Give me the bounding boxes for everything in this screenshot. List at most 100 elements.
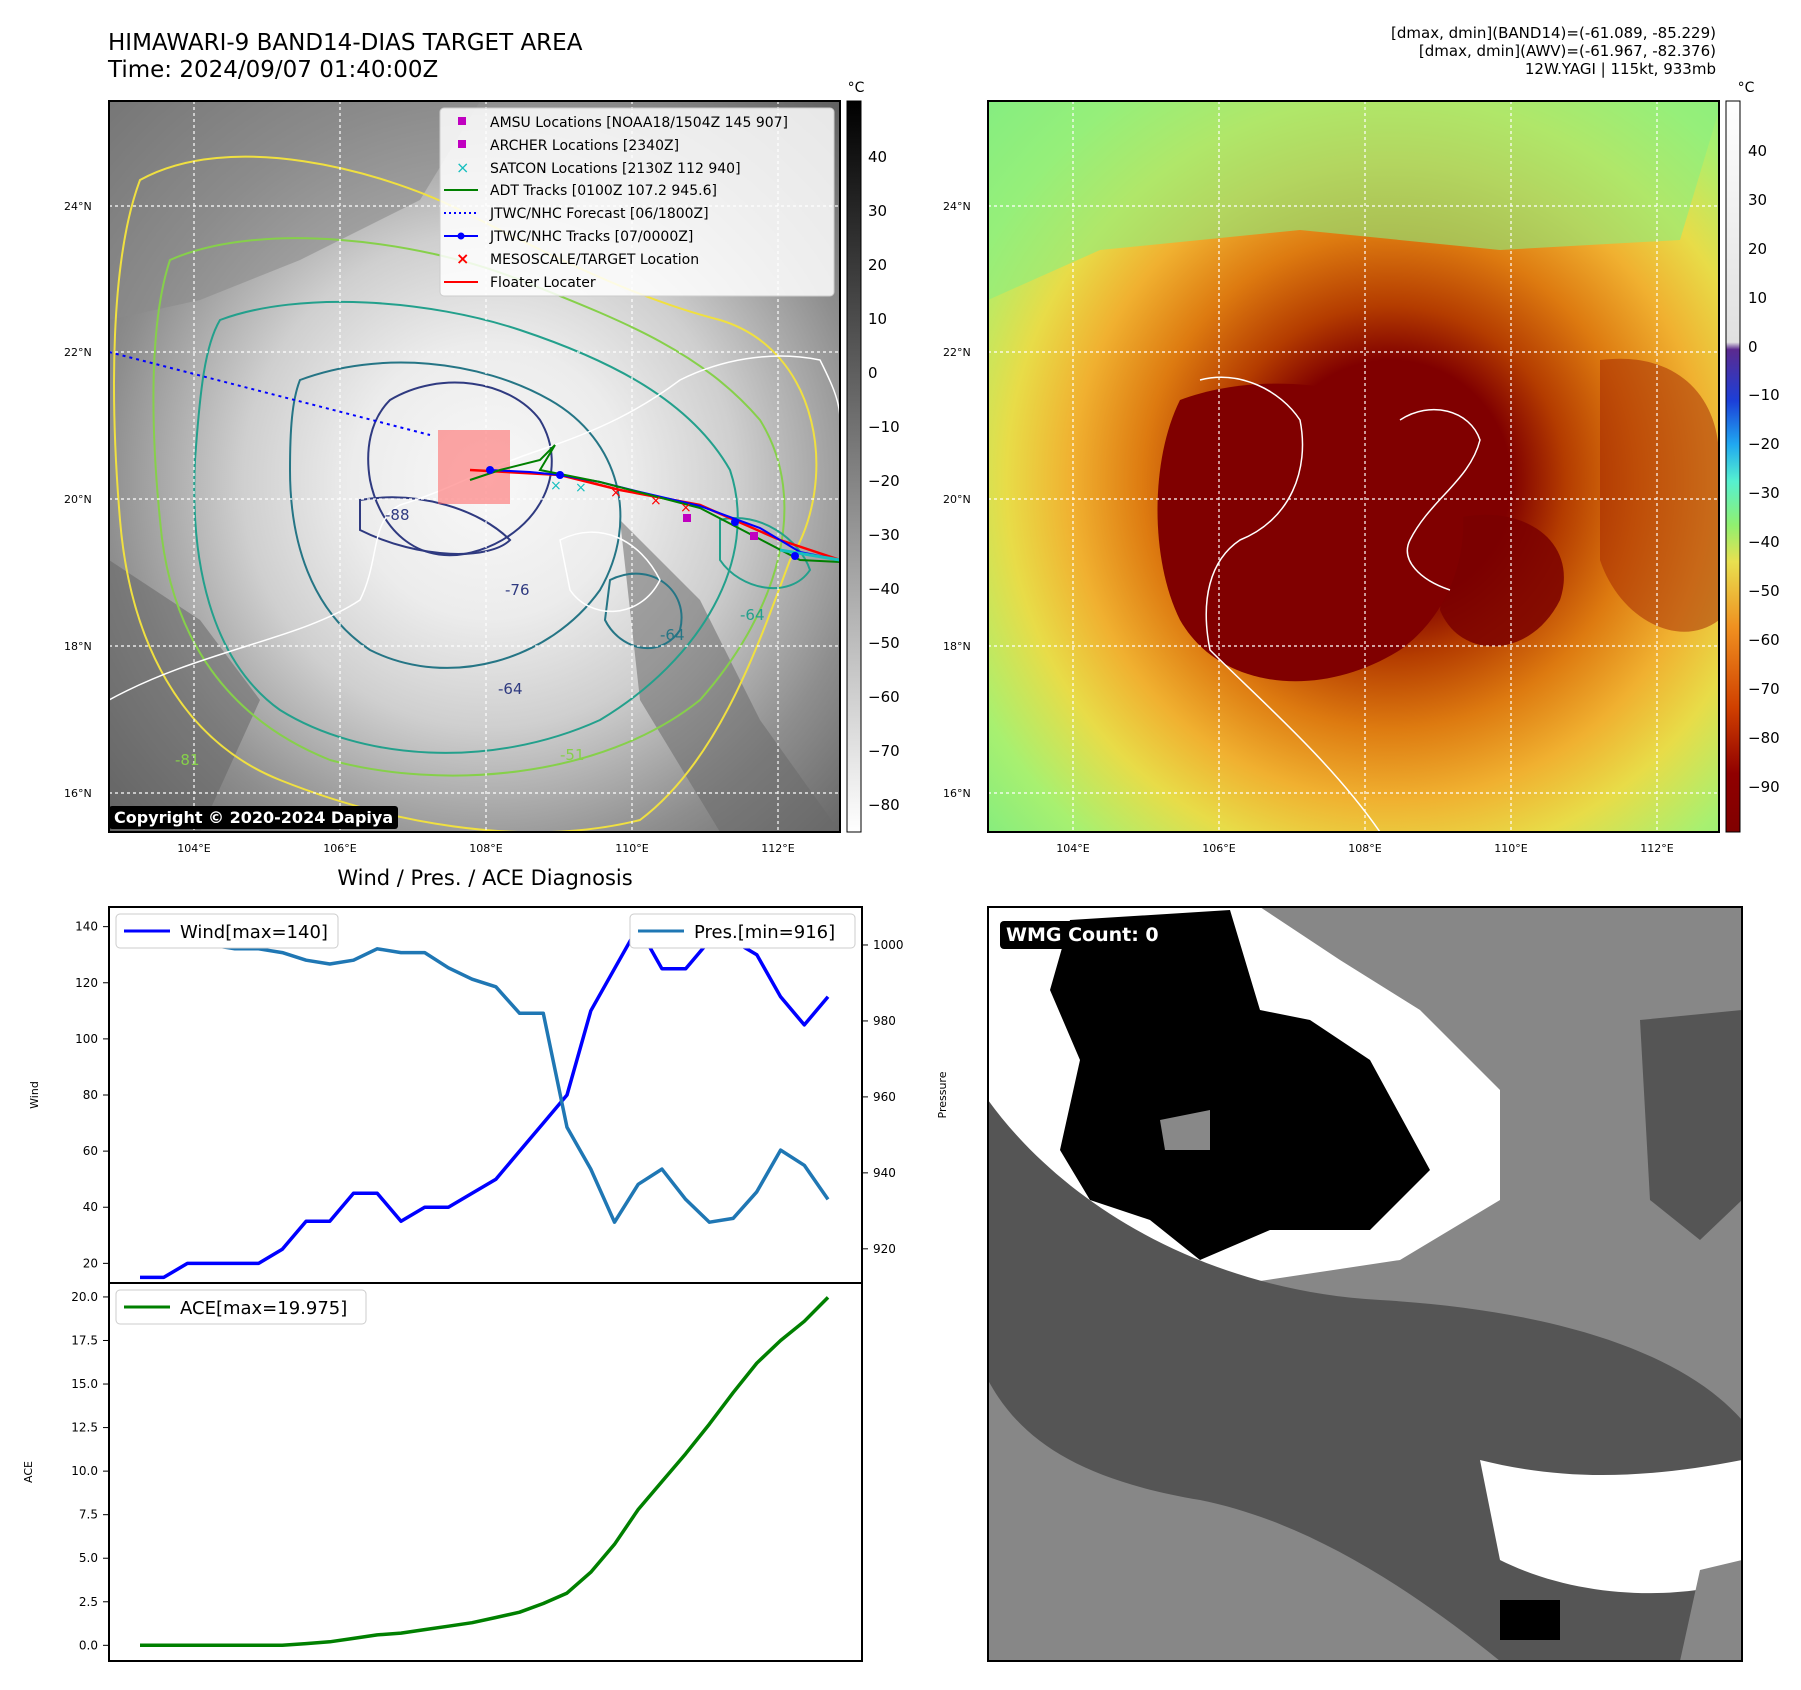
- awv-axis-labels: 24°N 22°N 20°N 18°N 16°N 104°E 106°E 108…: [943, 200, 1674, 855]
- svg-text:Wind[max=140]: Wind[max=140]: [180, 922, 328, 943]
- svg-text:−40: −40: [868, 580, 900, 598]
- awv-cbar-ticks: 40 30 20 10 0 −10 −20 −30 −40 −50 −60 −7…: [1748, 142, 1780, 796]
- info-band14-range: [dmax, dmin](BAND14)=(-61.089, -85.229): [1391, 24, 1716, 42]
- legend-amsu: AMSU Locations [NOAA18/1504Z 145 907]: [490, 115, 788, 131]
- svg-text:−10: −10: [868, 418, 900, 436]
- ace-line: [140, 1296, 830, 1648]
- svg-text:0: 0: [868, 364, 878, 382]
- ace-tick-label: 5.0: [79, 1551, 98, 1565]
- legend-jtwc: JTWC/NHC Tracks [07/0000Z]: [489, 229, 693, 245]
- svg-text:110°E: 110°E: [1494, 842, 1527, 855]
- band14-colorbar: [846, 100, 862, 833]
- wind-tick-label: 40: [83, 1200, 98, 1214]
- svg-text:0: 0: [1748, 338, 1758, 356]
- wmg-frame: [987, 906, 1743, 1662]
- ace-axes: [108, 1282, 863, 1662]
- svg-text:110°E: 110°E: [615, 842, 648, 855]
- svg-text:104°E: 104°E: [1056, 842, 1089, 855]
- ace-tick-label: 7.5: [79, 1508, 98, 1522]
- target-area-box: [438, 430, 510, 504]
- band14-cbar-unit: °C: [848, 80, 865, 96]
- adt-track: [469, 444, 840, 563]
- legend-archer: ARCHER Locations [2340Z]: [490, 138, 679, 154]
- svg-text:−30: −30: [1748, 484, 1780, 502]
- pres-y-ticks: 920 940 960 980 1000: [862, 938, 904, 1256]
- svg-text:−60: −60: [868, 688, 900, 706]
- legend-satcon-marker: ×: [456, 158, 469, 177]
- ace-tick-label: 10.0: [71, 1464, 98, 1478]
- diagnosis-panel: Wind / Pres. / ACE Diagnosis 20 40 60 80 100…: [22, 866, 949, 1662]
- svg-text:−20: −20: [868, 472, 900, 490]
- svg-text:40: 40: [868, 148, 887, 166]
- svg-text:−30: −30: [868, 526, 900, 544]
- wind-y-ticks: 20 40 60 80 100 120 140: [75, 920, 109, 1270]
- wmg-cold-core: [1050, 910, 1430, 1260]
- ace-legend: ACE[max=19.975]: [115, 1289, 367, 1325]
- title-line-1: HIMAWARI-9 BAND14-DIAS TARGET AREA: [108, 30, 583, 56]
- coastline: [109, 355, 840, 701]
- svg-text:104°E: 104°E: [177, 842, 210, 855]
- svg-text:−50: −50: [868, 634, 900, 652]
- svg-text:-88: -88: [385, 506, 410, 524]
- legend-satcon: SATCON Locations [2130Z 112 940]: [490, 161, 741, 177]
- svg-text:106°E: 106°E: [1202, 842, 1235, 855]
- awv-coastline: [1199, 376, 1381, 832]
- svg-text:−80: −80: [1748, 729, 1780, 747]
- diagnosis-title: Wind / Pres. / ACE Diagnosis: [337, 866, 632, 890]
- svg-text:-51: -51: [560, 746, 585, 764]
- svg-text:−10: −10: [1748, 386, 1780, 404]
- legend-floater: Floater Locater: [490, 275, 596, 291]
- contour-labels: -64 -64 -64 -76 -88 -81 -51: [175, 506, 765, 769]
- svg-text:22°N: 22°N: [943, 346, 971, 359]
- pres-tick-label: 960: [873, 1090, 896, 1104]
- svg-text:−70: −70: [868, 742, 900, 760]
- svg-text:-64: -64: [740, 606, 765, 624]
- legend-amsu-marker: [458, 117, 466, 125]
- svg-text:22°N: 22°N: [64, 346, 92, 359]
- legend-target-marker: ×: [456, 249, 469, 268]
- svg-text:−40: −40: [1748, 533, 1780, 551]
- svg-text:−20: −20: [1748, 435, 1780, 453]
- ace-tick-label: 2.5: [79, 1595, 98, 1609]
- svg-text:−60: −60: [1748, 631, 1780, 649]
- svg-text:24°N: 24°N: [64, 200, 92, 213]
- svg-text:108°E: 108°E: [1348, 842, 1381, 855]
- awv-map: 24°N 22°N 20°N 18°N 16°N 104°E 106°E 108…: [943, 80, 1780, 855]
- svg-text:18°N: 18°N: [64, 640, 92, 653]
- ace-tick-label: 12.5: [71, 1421, 98, 1435]
- svg-text:−70: −70: [1748, 680, 1780, 698]
- svg-text:-81: -81: [175, 751, 200, 769]
- pres-tick-label: 920: [873, 1242, 896, 1256]
- ace-tick-label: 17.5: [71, 1333, 98, 1347]
- ace-tick-label: 20.0: [71, 1290, 98, 1304]
- wmg-count-label: WMG Count: 0: [1000, 921, 1165, 949]
- svg-text:×: ×: [610, 485, 622, 501]
- svg-text:Pres.[min=916]: Pres.[min=916]: [694, 922, 835, 943]
- legend-adt: ADT Tracks [0100Z 107.2 945.6]: [490, 183, 717, 199]
- wind-pres-axes: [108, 906, 863, 1284]
- band14-axis-labels: 24°N 22°N 20°N 18°N 16°N 104°E 106°E 108…: [64, 200, 795, 855]
- contour-lines: [113, 155, 818, 832]
- svg-text:20: 20: [868, 256, 887, 274]
- svg-text:40: 40: [1748, 142, 1767, 160]
- svg-text:30: 30: [868, 202, 887, 220]
- svg-text:16°N: 16°N: [943, 787, 971, 800]
- svg-text:-76: -76: [505, 581, 530, 599]
- awv-cbar-unit: °C: [1738, 80, 1755, 96]
- ace-ylabel: ACE: [22, 1461, 35, 1483]
- pres-tick-label: 1000: [873, 938, 904, 952]
- wind-tick-label: 140: [75, 920, 98, 934]
- band14-map-frame: [108, 100, 841, 833]
- svg-text:×: ×: [575, 480, 587, 496]
- map-legend: AMSU Locations [NOAA18/1504Z 145 907] AR…: [439, 107, 835, 297]
- legend-target: MESOSCALE/TARGET Location: [490, 252, 699, 268]
- band14-map: × × × × × -64 -64 -64 -76 -88 -81 -51 AMSU…: [64, 80, 900, 855]
- ace-tick-label: 15.0: [71, 1377, 98, 1391]
- pres-ylabel: Pressure: [936, 1071, 949, 1118]
- svg-text:20°N: 20°N: [943, 493, 971, 506]
- svg-text:16°N: 16°N: [64, 787, 92, 800]
- title-line-2: Time: 2024/09/07 01:40:00Z: [108, 57, 439, 83]
- wind-tick-label: 100: [75, 1032, 98, 1046]
- svg-text:30: 30: [1748, 191, 1767, 209]
- svg-text:106°E: 106°E: [323, 842, 356, 855]
